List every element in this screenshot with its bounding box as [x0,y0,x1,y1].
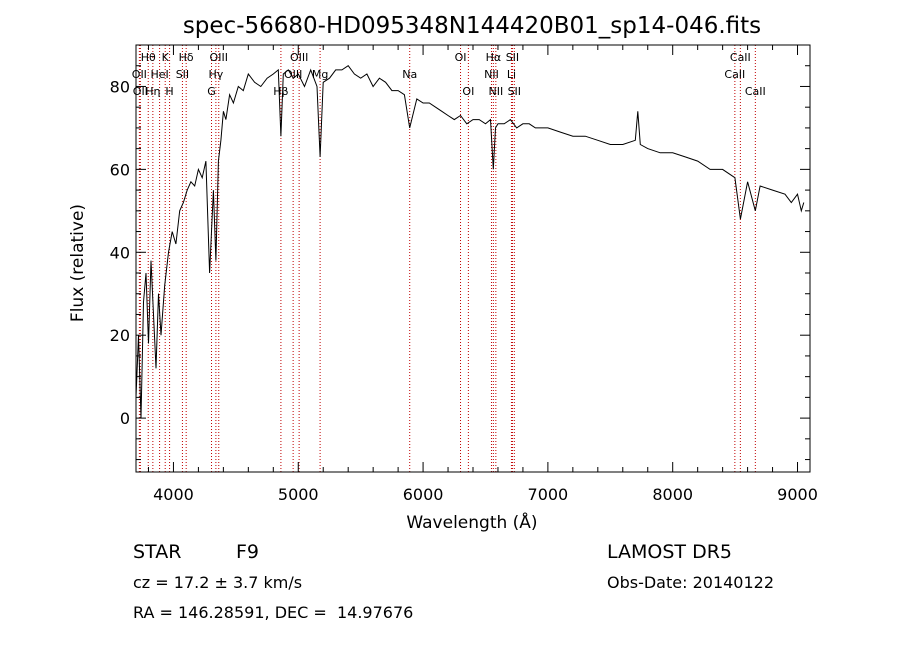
y-tick-label: 20 [110,326,130,345]
line-label-2: OII [133,85,148,98]
line-label-3: K [162,51,170,64]
object-subclass: F9 [236,541,260,563]
y-tick-label: 0 [120,409,130,428]
object-type: STAR [133,541,182,563]
x-tick-label: 6000 [403,485,444,504]
line-label-24: SII [508,85,521,98]
x-axis-title: Wavelength (Å) [406,511,537,533]
x-tick-label: 4000 [153,485,194,504]
line-label-9: OIII [210,51,228,64]
line-label-15: Hβ [273,85,288,98]
line-label-13: OIII [284,68,302,81]
line-label-18: OI [462,85,474,98]
line-label-21: NII [488,85,503,98]
x-axis-ticks: 4000 5000 6000 7000 8000 9000 [147,45,818,504]
redshift-velocity: cz = 17.2 ± 3.7 km/s [133,573,303,592]
line-label-16: Na [402,68,417,81]
y-tick-label: 40 [110,243,130,262]
line-label-6: Hδ [179,51,194,64]
line-label-11: G [207,85,216,98]
x-tick-label: 8000 [652,485,693,504]
line-label-4: HeI [150,68,168,81]
y-tick-label: 60 [110,160,130,179]
line-label-7: SII [176,68,189,81]
x-tick-label: 7000 [528,485,569,504]
chart-title: spec-56680-HD095348N144420B01_sp14-046.f… [183,13,761,39]
spectral-line-markers [138,45,756,472]
flux-series-line [135,65,805,419]
line-label-19: Hα [486,51,502,64]
line-label-20: NII [484,68,499,81]
survey-name: LAMOST DR5 [607,541,732,563]
x-tick-label: 5000 [278,485,319,504]
line-label-1: OII [132,68,147,81]
line-label-23: Li [507,68,516,81]
plot-frame [135,44,811,473]
y-axis-ticks: 0 20 40 60 80 [110,65,810,461]
line-label-22: SII [506,51,519,64]
line-label-26: CaII [724,68,745,81]
y-axis-title: Flux (relative) [68,204,88,322]
observation-date: Obs-Date: 20140122 [607,573,775,592]
line-label-25: CaII [730,51,751,64]
x-tick-label: 9000 [777,485,818,504]
line-label-10: Hγ [208,68,223,81]
y-tick-label: 80 [110,77,130,96]
line-label-5: Hη [145,85,160,98]
line-label-0: Hθ [141,51,156,64]
line-label-8: H [165,85,173,98]
coordinates: RA = 146.28591, DEC = 14.97676 [133,603,414,622]
line-label-27: CaII [745,85,766,98]
line-label-17: OI [455,51,467,64]
line-label-14: Mg [312,68,328,81]
line-label-12: OIII [290,51,308,64]
